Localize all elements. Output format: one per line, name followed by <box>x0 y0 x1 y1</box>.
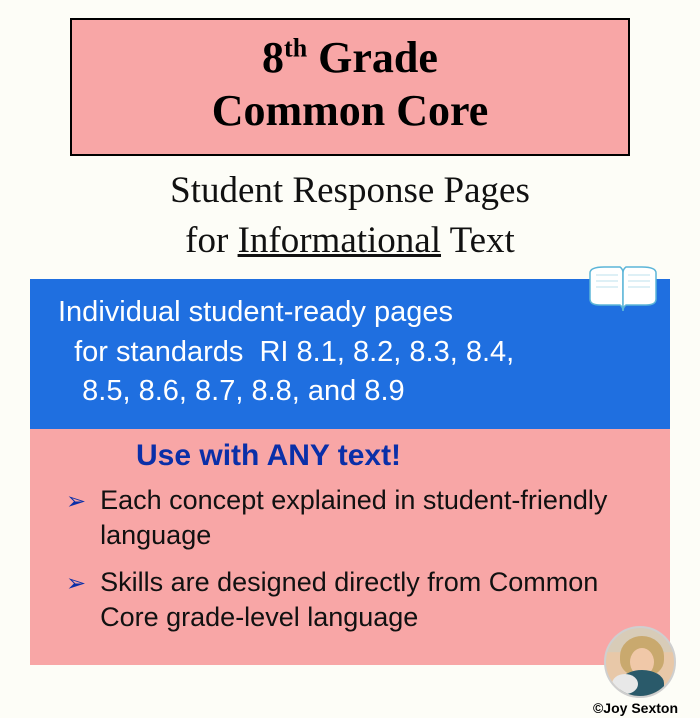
standards-text: Individual student-ready pages for stand… <box>58 293 646 410</box>
subtitle: Student Response Pages for Informational… <box>30 166 670 266</box>
features-box: Use with ANY text! ➢ Each concept explai… <box>30 429 670 665</box>
chevron-icon: ➢ <box>66 487 86 516</box>
title-line-1: 8th Grade <box>92 32 608 85</box>
features-heading: Use with ANY text! <box>136 439 650 473</box>
bullet-text: Each concept explained in student-friend… <box>100 483 650 553</box>
bullet-row: ➢ Each concept explained in student-frie… <box>66 483 650 553</box>
book-icon <box>584 261 662 321</box>
bullet-row: ➢ Skills are designed directly from Comm… <box>66 565 650 635</box>
author-avatar <box>604 626 676 698</box>
subtitle-underlined: Informational <box>238 220 441 261</box>
subtitle-for: for <box>185 220 237 261</box>
standards-line1: Individual student-ready pages <box>58 296 453 328</box>
grade-number: 8 <box>262 33 284 82</box>
grade-word: Grade <box>318 33 438 82</box>
title-line-2: Common Core <box>92 85 608 138</box>
title-box: 8th Grade Common Core <box>70 18 630 156</box>
standards-line3: 8.5, 8.6, 8.7, 8.8, and 8.9 <box>58 375 405 407</box>
subtitle-text: Text <box>441 220 515 261</box>
standards-box: Individual student-ready pages for stand… <box>30 279 670 428</box>
standards-line2: for standards RI 8.1, 8.2, 8.3, 8.4, <box>58 336 514 368</box>
subtitle-line1: Student Response Pages <box>170 170 530 211</box>
grade-suffix: th <box>284 33 307 62</box>
chevron-icon: ➢ <box>66 569 86 598</box>
copyright-text: ©Joy Sexton <box>593 700 678 716</box>
bullet-text: Skills are designed directly from Common… <box>100 565 650 635</box>
